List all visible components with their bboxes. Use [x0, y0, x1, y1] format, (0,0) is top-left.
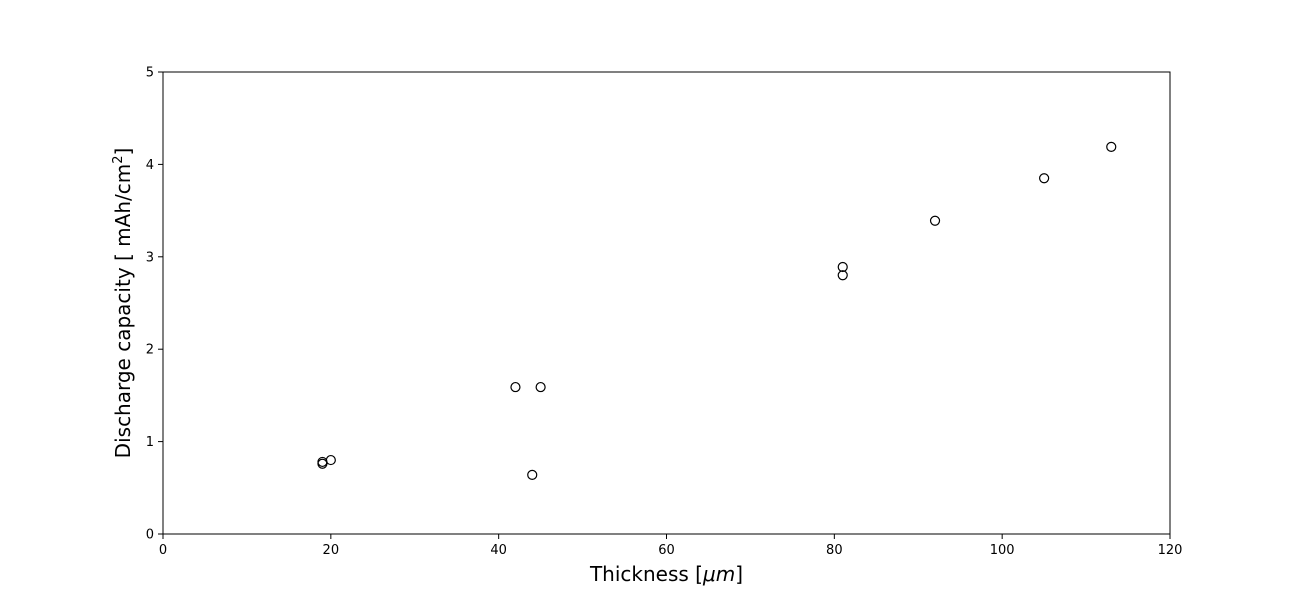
- y-axis-label-close: ]: [111, 148, 135, 156]
- y-axis-label-text: Discharge capacity [ mAh/cm: [111, 164, 135, 459]
- data-point: [1106, 141, 1117, 152]
- y-axis-label-superscript: 2: [111, 155, 126, 163]
- plot-frame: [162, 71, 1171, 535]
- data-point: [535, 381, 546, 393]
- y-tick-label: 0: [146, 528, 154, 543]
- x-axis-label-close: ]: [735, 562, 743, 586]
- y-tick-label: 1: [146, 435, 154, 450]
- data-points: [317, 141, 1117, 480]
- data-point: [837, 270, 848, 281]
- y-tick-label: 2: [146, 343, 154, 358]
- x-axis-label-text: Thickness [: [589, 562, 703, 586]
- data-point: [837, 261, 848, 273]
- data-point: [929, 215, 941, 226]
- data-point: [325, 454, 336, 466]
- y-axis-ticks: 0 1 2 3 4 5: [146, 66, 163, 543]
- x-tick-label: 0: [159, 543, 167, 558]
- x-tick-label: 40: [490, 543, 507, 558]
- x-axis-label: Thickness [μm]: [589, 562, 743, 586]
- x-axis-label-unit: μm: [702, 562, 735, 586]
- data-point: [1039, 173, 1050, 184]
- y-axis-label: Discharge capacity [ mAh/cm2]: [111, 148, 135, 459]
- y-tick-label: 5: [146, 66, 154, 81]
- x-axis-ticks: 0 20 40 60 80 100 120: [159, 534, 1183, 558]
- x-tick-label: 80: [826, 543, 843, 558]
- data-point: [510, 381, 521, 393]
- x-tick-label: 60: [658, 543, 675, 558]
- x-tick-label: 100: [990, 543, 1015, 558]
- data-point: [527, 469, 538, 480]
- x-tick-label: 120: [1158, 543, 1183, 558]
- y-tick-label: 3: [146, 250, 154, 265]
- y-tick-label: 4: [146, 158, 154, 173]
- x-tick-label: 20: [323, 543, 340, 558]
